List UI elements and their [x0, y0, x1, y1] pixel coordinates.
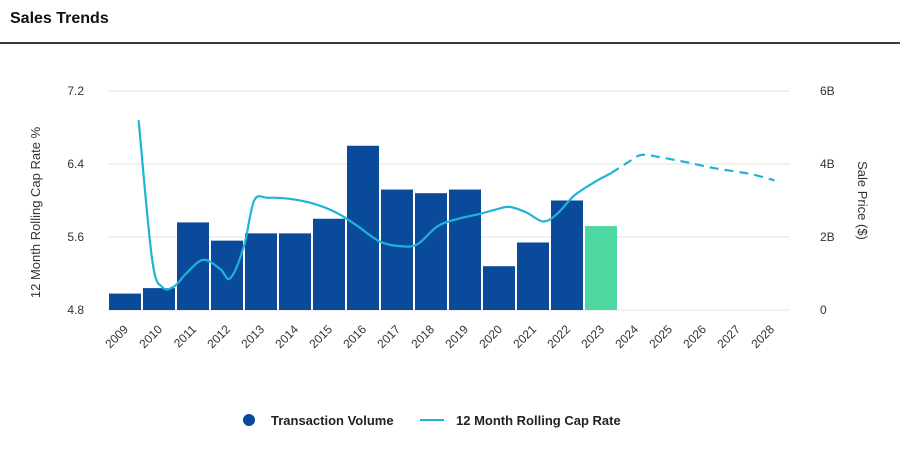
x-tick-label: 2019	[442, 322, 471, 351]
bar[interactable]	[245, 233, 277, 310]
legend-cap-rate[interactable]: 12 Month Rolling Cap Rate	[420, 408, 621, 432]
x-tick-label: 2013	[238, 322, 267, 351]
y-left-tick-label: 5.6	[67, 230, 84, 244]
x-tick-label: 2023	[578, 322, 607, 351]
y-right-tick-label: 6B	[820, 84, 835, 98]
x-tick-label: 2027	[714, 322, 743, 351]
bar[interactable]	[517, 242, 549, 310]
chart-legend: Transaction Volume 12 Month Rolling Cap …	[0, 408, 900, 432]
bar[interactable]	[415, 193, 447, 310]
y-right-tick-label: 4B	[820, 157, 835, 171]
x-tick-label: 2018	[408, 322, 437, 351]
x-tick-label: 2012	[204, 322, 233, 351]
x-tick-label: 2024	[612, 322, 641, 351]
y-right-tick-label: 2B	[820, 230, 835, 244]
bar[interactable]	[347, 145, 379, 310]
x-tick-label: 2022	[544, 322, 573, 351]
y-left-tick-label: 7.2	[67, 84, 84, 98]
bar[interactable]	[279, 233, 311, 310]
x-tick-label: 2026	[680, 322, 709, 351]
y-left-tick-label: 6.4	[67, 157, 84, 171]
y-left-tick-label: 4.8	[67, 303, 84, 317]
sales-trends-chart: 7.2 6B 6.4 4B 5.6 2B 4.8 0 12 Month Rolling Cap …	[28, 84, 870, 351]
x-tick-label: 2016	[340, 322, 369, 351]
bar[interactable]	[211, 240, 243, 310]
cap-rate-line-projected[interactable]	[610, 153, 775, 182]
chart-header: Sales Trends	[0, 0, 900, 44]
legend-label: 12 Month Rolling Cap Rate	[456, 412, 621, 428]
y-left-axis-title: 12 Month Rolling Cap Rate %	[28, 126, 43, 298]
bar[interactable]	[551, 200, 583, 311]
legend-label: Transaction Volume	[271, 412, 394, 428]
cap-rate-line[interactable]	[137, 120, 612, 291]
legend-line-icon	[420, 419, 444, 421]
x-tick-label: 2011	[171, 322, 199, 350]
bar[interactable]	[109, 293, 141, 310]
bar[interactable]	[449, 189, 481, 310]
bar[interactable]	[483, 266, 515, 310]
y-right-axis-title: Sale Price ($)	[855, 161, 870, 240]
x-tick-label: 2017	[374, 322, 403, 351]
bar[interactable]	[313, 218, 345, 310]
x-tick-label: 2014	[272, 322, 301, 351]
legend-transaction-volume[interactable]: Transaction Volume	[243, 408, 394, 432]
x-tick-label: 2025	[646, 322, 675, 351]
legend-dot-icon	[243, 414, 255, 426]
x-tick-label: 2021	[510, 322, 539, 351]
bar[interactable]	[381, 189, 413, 310]
x-tick-label: 2028	[748, 322, 777, 351]
x-tick-label: 2009	[102, 322, 131, 351]
page-title: Sales Trends	[10, 10, 109, 27]
y-right-tick-label: 0	[820, 303, 827, 317]
bar-projected[interactable]	[585, 226, 617, 310]
bar[interactable]	[143, 288, 175, 310]
x-tick-label: 2015	[306, 322, 335, 351]
x-tick-label: 2010	[136, 322, 165, 351]
x-tick-label: 2020	[476, 322, 505, 351]
